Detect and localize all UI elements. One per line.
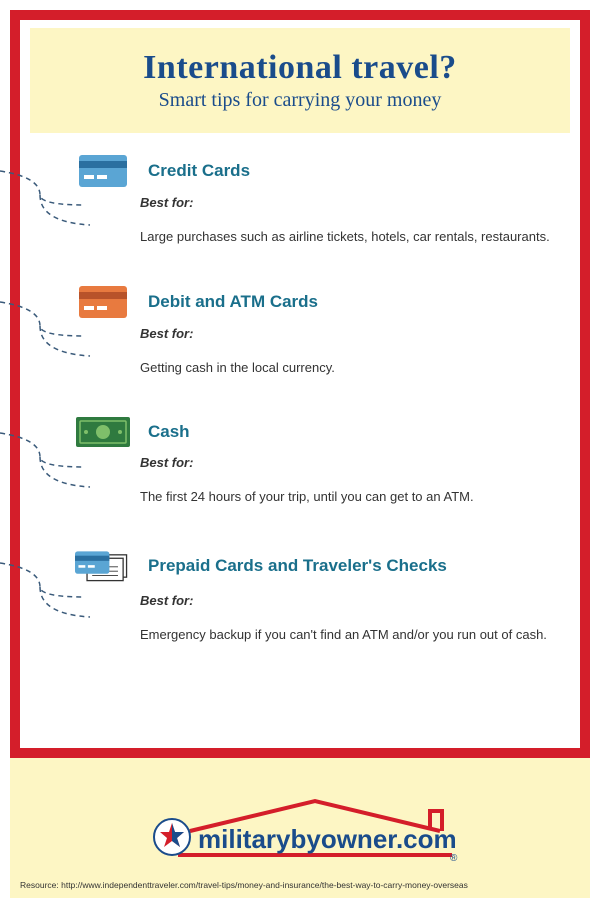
section-debit-cards: Debit and ATM Cards Best for: Getting ca… xyxy=(30,286,570,377)
section-title: Credit Cards xyxy=(148,161,250,181)
section-prepaid: Prepaid Cards and Traveler's Checks Best… xyxy=(30,547,570,644)
footer: militarybyowner.com ® Resource: http://w… xyxy=(10,748,590,898)
page-title: International travel? xyxy=(143,49,457,87)
logo-text: militarybyowner.com xyxy=(198,824,457,854)
resource-text: Resource: http://www.independenttraveler… xyxy=(20,880,468,890)
section-body: Getting cash in the local currency. xyxy=(140,359,570,377)
footer-yellow-box: militarybyowner.com ® Resource: http://w… xyxy=(10,758,590,898)
footer-red-bar xyxy=(10,748,590,758)
logo-svg: militarybyowner.com ® xyxy=(130,793,470,863)
sections-container: Credit Cards Best for: Large purchases s… xyxy=(30,155,570,684)
svg-text:®: ® xyxy=(450,853,458,863)
connector-line xyxy=(30,569,135,629)
section-body: The first 24 hours of your trip, until y… xyxy=(140,488,570,506)
best-for-label: Best for: xyxy=(140,326,570,341)
page-subtitle: Smart tips for carrying your money xyxy=(159,89,442,112)
section-credit-cards: Credit Cards Best for: Large purchases s… xyxy=(30,155,570,246)
connector-line xyxy=(30,308,135,368)
best-for-label: Best for: xyxy=(140,455,570,470)
header-box: International travel? Smart tips for car… xyxy=(30,28,570,133)
section-cash: Cash Best for: The first 24 hours of you… xyxy=(30,417,570,506)
section-title: Prepaid Cards and Traveler's Checks xyxy=(148,556,447,576)
logo: militarybyowner.com ® xyxy=(130,793,470,863)
section-title: Cash xyxy=(148,422,190,442)
connector-line xyxy=(30,439,135,499)
connector-line xyxy=(30,177,135,237)
best-for-label: Best for: xyxy=(140,195,570,210)
best-for-label: Best for: xyxy=(140,593,570,608)
section-body: Large purchases such as airline tickets,… xyxy=(140,228,570,246)
section-body: Emergency backup if you can't find an AT… xyxy=(140,626,570,644)
section-title: Debit and ATM Cards xyxy=(148,292,318,312)
